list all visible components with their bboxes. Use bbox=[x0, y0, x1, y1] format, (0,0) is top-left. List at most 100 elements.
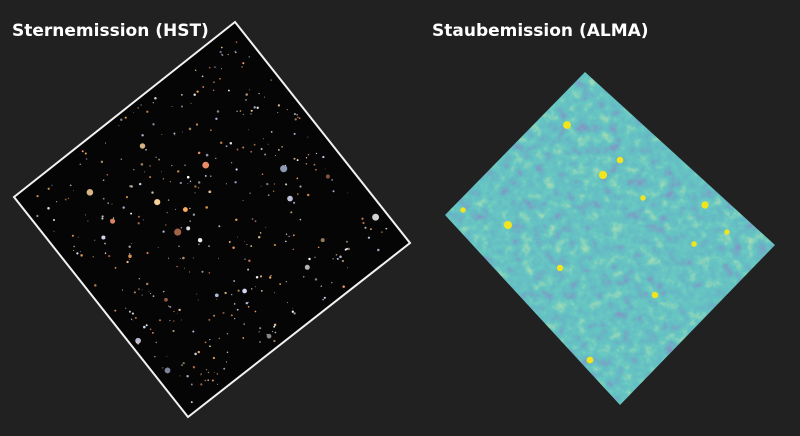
galaxy bbox=[273, 325, 276, 328]
galaxy bbox=[194, 185, 197, 188]
galaxy bbox=[190, 383, 193, 386]
galaxy bbox=[205, 368, 208, 371]
galaxy bbox=[273, 183, 276, 185]
galaxy bbox=[72, 190, 74, 191]
galaxy bbox=[52, 218, 56, 222]
galaxy bbox=[381, 231, 383, 233]
galaxy bbox=[236, 308, 239, 311]
galaxy bbox=[167, 199, 170, 201]
galaxy bbox=[270, 131, 273, 133]
galaxy bbox=[138, 182, 142, 186]
galaxy bbox=[293, 312, 296, 315]
galaxy bbox=[73, 245, 75, 248]
galaxy bbox=[190, 401, 193, 404]
source bbox=[651, 291, 659, 299]
galaxy bbox=[169, 305, 172, 308]
galaxy bbox=[144, 171, 146, 173]
galaxy bbox=[332, 257, 334, 260]
galaxy bbox=[171, 106, 173, 107]
galaxy bbox=[118, 125, 120, 127]
galaxy bbox=[296, 114, 298, 116]
galaxy bbox=[204, 174, 207, 177]
galaxy bbox=[181, 94, 183, 96]
galaxy bbox=[84, 214, 86, 216]
galaxy bbox=[130, 212, 133, 215]
galaxy bbox=[259, 341, 261, 343]
galaxy bbox=[232, 246, 235, 250]
galaxy bbox=[294, 118, 297, 121]
galaxy bbox=[264, 96, 265, 98]
galaxy bbox=[36, 194, 39, 198]
source bbox=[616, 156, 624, 164]
galaxy bbox=[249, 89, 250, 91]
galaxy bbox=[178, 245, 180, 248]
galaxy bbox=[212, 81, 215, 84]
galaxy bbox=[235, 218, 238, 222]
galaxy bbox=[167, 257, 170, 259]
galaxy bbox=[229, 142, 233, 145]
galaxy bbox=[131, 312, 134, 315]
galaxy bbox=[138, 278, 140, 280]
galaxy bbox=[130, 318, 133, 320]
galaxy bbox=[250, 109, 253, 112]
galaxy bbox=[208, 190, 212, 193]
galaxy bbox=[114, 309, 117, 312]
galaxy bbox=[129, 185, 132, 188]
galaxy bbox=[196, 90, 199, 93]
galaxy bbox=[219, 50, 222, 54]
galaxy bbox=[259, 327, 262, 330]
galaxy bbox=[223, 367, 226, 370]
galaxy bbox=[192, 366, 196, 369]
galaxy bbox=[165, 224, 167, 226]
galaxy bbox=[172, 329, 175, 333]
galaxy bbox=[71, 234, 74, 237]
source bbox=[563, 121, 571, 129]
galaxy bbox=[198, 243, 200, 246]
galaxy bbox=[335, 253, 338, 256]
galaxy bbox=[322, 155, 325, 159]
galaxy bbox=[152, 123, 155, 126]
galaxy bbox=[271, 331, 274, 333]
galaxy bbox=[256, 106, 259, 110]
galaxy bbox=[215, 117, 218, 121]
galaxy bbox=[221, 54, 224, 56]
galaxy bbox=[217, 257, 220, 259]
galaxy bbox=[146, 251, 149, 255]
galaxy bbox=[296, 177, 299, 180]
galaxy bbox=[128, 310, 131, 313]
galaxy bbox=[106, 174, 109, 176]
galaxy bbox=[254, 310, 257, 313]
galaxy bbox=[236, 110, 238, 112]
galaxy bbox=[213, 371, 215, 373]
galaxy bbox=[228, 241, 231, 243]
galaxy bbox=[92, 256, 94, 258]
galaxy bbox=[181, 131, 183, 133]
galaxy bbox=[254, 220, 257, 223]
galaxy bbox=[315, 152, 318, 155]
galaxy bbox=[205, 206, 208, 209]
galaxy bbox=[194, 192, 196, 194]
galaxy bbox=[273, 323, 277, 327]
galaxy bbox=[126, 260, 129, 264]
galaxy bbox=[285, 240, 287, 243]
galaxy bbox=[314, 278, 318, 281]
galaxy bbox=[158, 158, 161, 161]
galaxy bbox=[140, 104, 142, 106]
source bbox=[598, 170, 608, 180]
galaxy bbox=[255, 275, 259, 279]
galaxy bbox=[362, 221, 365, 225]
galaxy bbox=[152, 332, 154, 334]
galaxy bbox=[189, 207, 191, 210]
galaxy bbox=[86, 189, 94, 196]
galaxy bbox=[266, 182, 269, 186]
galaxy bbox=[56, 201, 58, 203]
galaxy bbox=[218, 225, 221, 228]
galaxy bbox=[214, 66, 216, 68]
galaxy bbox=[186, 374, 189, 378]
galaxy bbox=[85, 158, 88, 160]
panel-title: Staubemission (ALMA) bbox=[432, 21, 649, 41]
galaxy bbox=[273, 339, 276, 343]
galaxy bbox=[137, 107, 140, 109]
galaxy bbox=[79, 163, 81, 165]
galaxy bbox=[173, 310, 175, 313]
